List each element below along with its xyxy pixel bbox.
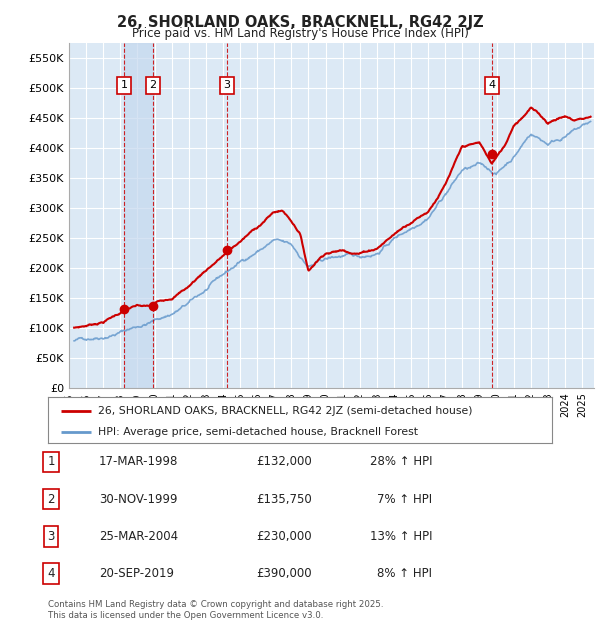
Text: 4: 4 [47, 567, 55, 580]
Text: 30-NOV-1999: 30-NOV-1999 [99, 493, 178, 505]
Text: 2: 2 [149, 81, 157, 91]
Text: £135,750: £135,750 [256, 493, 312, 505]
Text: 20-SEP-2019: 20-SEP-2019 [99, 567, 174, 580]
Text: 25-MAR-2004: 25-MAR-2004 [99, 530, 178, 542]
Text: £230,000: £230,000 [256, 530, 312, 542]
Text: 13% ↑ HPI: 13% ↑ HPI [370, 530, 432, 542]
Text: 1: 1 [121, 81, 127, 91]
Text: 4: 4 [488, 81, 495, 91]
Text: 7% ↑ HPI: 7% ↑ HPI [377, 493, 432, 505]
Text: £132,000: £132,000 [256, 456, 312, 468]
Text: 28% ↑ HPI: 28% ↑ HPI [370, 456, 432, 468]
Text: 26, SHORLAND OAKS, BRACKNELL, RG42 2JZ (semi-detached house): 26, SHORLAND OAKS, BRACKNELL, RG42 2JZ (… [98, 405, 473, 416]
Text: 3: 3 [223, 81, 230, 91]
Text: 26, SHORLAND OAKS, BRACKNELL, RG42 2JZ: 26, SHORLAND OAKS, BRACKNELL, RG42 2JZ [116, 16, 484, 30]
Text: £390,000: £390,000 [256, 567, 312, 580]
Text: 3: 3 [47, 530, 55, 542]
Text: Contains HM Land Registry data © Crown copyright and database right 2025.
This d: Contains HM Land Registry data © Crown c… [48, 600, 383, 619]
Text: Price paid vs. HM Land Registry's House Price Index (HPI): Price paid vs. HM Land Registry's House … [131, 27, 469, 40]
Text: 1: 1 [47, 456, 55, 468]
Text: 17-MAR-1998: 17-MAR-1998 [99, 456, 178, 468]
Text: 8% ↑ HPI: 8% ↑ HPI [377, 567, 432, 580]
Bar [124, 43, 153, 388]
Text: HPI: Average price, semi-detached house, Bracknell Forest: HPI: Average price, semi-detached house,… [98, 427, 418, 436]
Text: 2: 2 [47, 493, 55, 505]
